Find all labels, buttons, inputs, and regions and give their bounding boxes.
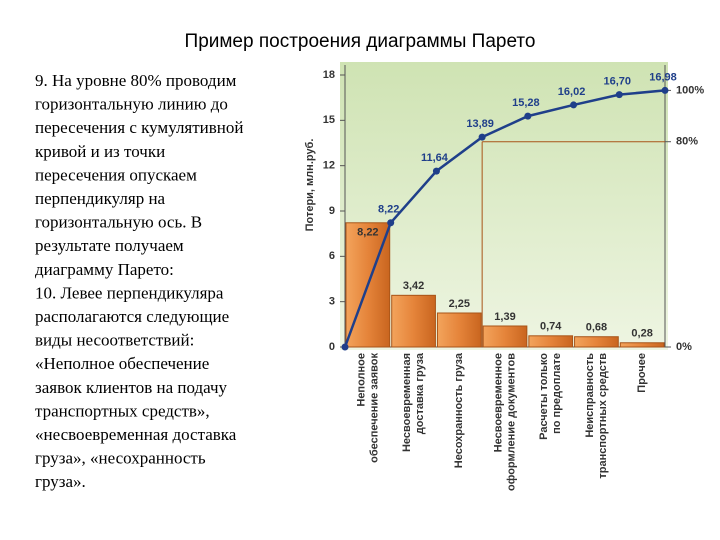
cumulative-point <box>432 167 440 175</box>
bar <box>391 294 436 348</box>
body-text-line: транспортных средств», <box>35 401 210 420</box>
y-tick-label: 9 <box>329 205 335 217</box>
x-tick-label: по предоплате <box>551 353 563 434</box>
bar <box>436 312 482 348</box>
x-tick-label: обеспечение заявок <box>368 353 380 463</box>
y2-tick-label: 100% <box>676 84 704 96</box>
body-text-line: виды несоответствий: <box>35 331 194 350</box>
x-tick-label: Расчеты только <box>538 353 550 440</box>
y2-tick-label: 0% <box>676 341 692 353</box>
body-text-line: перпендикуляр на <box>35 189 166 208</box>
body-text-line: результате получаем <box>35 236 184 255</box>
bar-value-label: 0,28 <box>631 328 652 340</box>
body-text-line: кривой и из точки <box>35 142 165 161</box>
body-text-line: 9. На уровне 80% проводим <box>35 71 237 90</box>
cumulative-point <box>570 101 578 109</box>
cumulative-label: 15,28 <box>512 97 540 109</box>
cumulative-point <box>661 86 669 94</box>
cumulative-label: 16,70 <box>604 76 632 88</box>
cumulative-label: 8,22 <box>378 204 399 216</box>
slide-title: Пример построения диаграммы Парето <box>185 31 536 52</box>
body-text-line: груза». <box>35 472 86 491</box>
y-tick-label: 12 <box>323 160 335 172</box>
x-tick-label: доставка груза <box>414 352 426 434</box>
x-tick-label: Неисправность <box>584 353 596 438</box>
body-text-line: диаграмму Парето: <box>35 260 174 279</box>
cumulative-point <box>341 343 349 351</box>
x-tick-label: Прочее <box>636 353 648 393</box>
body-text-line: располагаются следующие <box>35 307 229 326</box>
body-text-line: горизонтальную ось. В <box>35 213 202 232</box>
cumulative-point <box>478 133 486 141</box>
bar-value-label: 1,39 <box>494 311 515 323</box>
bar-value-label: 0,68 <box>586 322 607 334</box>
x-tick-label: Несвоевременное <box>492 353 504 452</box>
bar-value-label: 3,42 <box>403 280 424 292</box>
cumulative-point <box>524 112 532 120</box>
x-tick-label: Несвоевременная <box>401 353 413 452</box>
y-tick-label: 6 <box>329 250 335 262</box>
y-tick-label: 0 <box>329 341 335 353</box>
body-text-line: 10. Левее перпендикуляра <box>35 283 224 302</box>
body-text-line: пересечения с кумулятивной <box>35 118 244 137</box>
x-tick-label: оформление документов <box>505 353 517 491</box>
bar <box>619 342 665 348</box>
body-text-line: груза», «несохранность <box>35 449 206 468</box>
body-text-line: горизонтальную линию до <box>35 95 228 114</box>
cumulative-point <box>387 219 395 227</box>
bar <box>482 325 528 348</box>
x-tick-label: Несохранность груза <box>453 352 465 468</box>
cumulative-point <box>615 91 623 99</box>
body-text-line: заявок клиентов на подачу <box>35 378 228 397</box>
bar <box>574 336 619 348</box>
y-tick-label: 3 <box>329 296 335 308</box>
cumulative-label: 16,02 <box>558 86 586 98</box>
x-tick-label: транспортных средств <box>597 353 609 479</box>
cumulative-label: 13,89 <box>466 118 494 130</box>
bar-value-label: 8,22 <box>357 227 378 239</box>
cumulative-line <box>343 89 666 348</box>
body-text-line: «Неполное обеспечение <box>35 354 209 373</box>
y-axis-label: Потери, млн.руб. <box>304 139 316 232</box>
body-text-line: «несвоевременная доставка <box>35 425 237 444</box>
cumulative-label: 11,64 <box>421 152 449 164</box>
x-tick-label: Неполное <box>355 353 367 407</box>
y-tick-label: 15 <box>323 114 335 126</box>
bar-value-label: 0,74 <box>540 321 562 333</box>
cumulative-label: 16,98 <box>649 71 677 83</box>
body-text-line: пересечения опускаем <box>35 165 197 184</box>
y2-tick-label: 80% <box>676 136 698 148</box>
bar <box>528 335 574 348</box>
y-tick-label: 18 <box>323 69 335 81</box>
bar-value-label: 2,25 <box>449 298 470 310</box>
